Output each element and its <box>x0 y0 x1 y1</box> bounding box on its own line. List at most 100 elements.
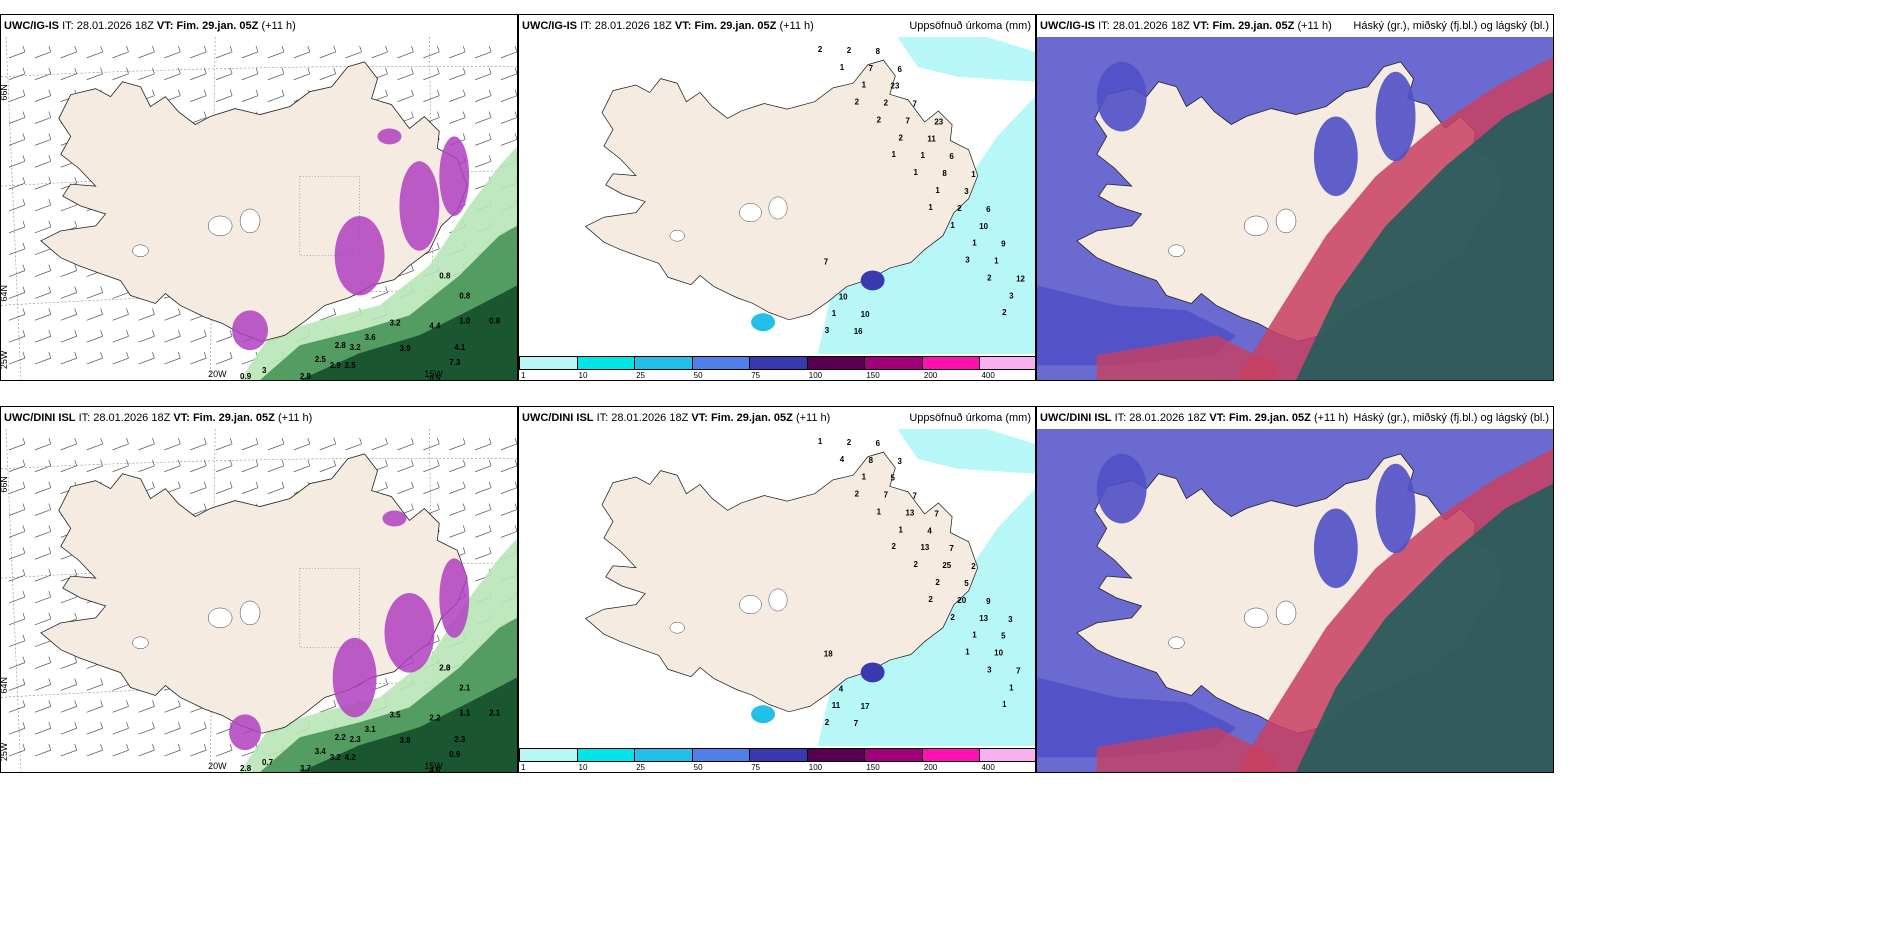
wind-barb <box>371 45 388 59</box>
precip-amount-label: 10 <box>839 292 848 301</box>
wind-barb <box>34 656 52 669</box>
colorbar-swatch <box>691 748 751 762</box>
wind-barb <box>138 45 155 59</box>
colorbar-tick: 75 <box>751 371 761 380</box>
wind-barb <box>423 481 440 494</box>
wind-map[interactable]: 0.8 0.8 1.0 0.8 4.4 4.1 3.2 3.6 3.9 2.8 3.2 2.5 2.9 2… <box>1 37 517 380</box>
colorbar-swatch <box>691 356 751 370</box>
wind-barb <box>371 437 388 451</box>
wind-barb <box>371 286 388 299</box>
colorbar-swatch <box>806 356 866 370</box>
wind-barb <box>423 459 440 473</box>
precip-value-label: 0.8 <box>439 272 451 281</box>
wind-barb <box>164 744 181 757</box>
cloud-map[interactable] <box>1037 37 1553 380</box>
wind-map[interactable]: 2.0 2.1 1.1 2.1 2.2 2.3 3.5 3.1 3.8 2.2 2.3 3.4 3.2 4… <box>1 429 517 772</box>
precip-amount-label: 1 <box>899 525 904 534</box>
mid-cloud-shade <box>1096 727 1277 772</box>
wind-barb <box>190 459 207 473</box>
wind-barb <box>475 67 492 81</box>
panel-title-right: Háský (gr.), miðský (fj.bl.) og lágský (… <box>1353 20 1549 32</box>
wind-barb <box>138 67 155 81</box>
wind-barb <box>8 459 26 473</box>
precip-map[interactable]: 2 2 1 1 3 2 1 2 1 1 2 3 1 2 1 1 3 2 2 1 2 1 1 7 7 8 10 12 16 23 11 3 9 10… <box>519 37 1035 354</box>
wind-barb <box>216 352 233 365</box>
precip-amount-label: 20 <box>957 596 966 605</box>
wind-barb <box>319 45 337 59</box>
wind-barb <box>397 459 414 473</box>
wind-barb <box>319 459 337 473</box>
snow-precip-blob <box>229 714 261 751</box>
wind-barb <box>267 45 285 59</box>
precip-map[interactable]: 1 2 2 2 1 1 4 1 2 2 3 2 1 1 2 1 1 2 7 13 20 10 11 8 13 25 13 7 7 5 4 5 5… <box>519 429 1035 746</box>
map-panel-wind-bottom: UWC/DINI ISL IT: 28.01.2026 18Z VT: Fim.… <box>0 406 518 773</box>
wind-barb <box>60 459 78 473</box>
wind-barb <box>60 308 78 321</box>
colorbar-tick: 200 <box>923 371 938 380</box>
wind-barb <box>86 45 103 59</box>
lat-label: 64N <box>1 677 9 693</box>
wind-barb <box>423 89 440 102</box>
wind-barb <box>397 67 414 81</box>
precip-amount-label: 7 <box>934 509 939 518</box>
precip-amount-label: 2 <box>847 46 852 55</box>
precip-amount-label: 1 <box>994 257 999 266</box>
iceland-coastline <box>584 451 979 713</box>
wind-barb <box>164 459 181 473</box>
precip-amount-label: 1 <box>928 203 933 212</box>
wind-barb <box>319 67 337 81</box>
glacier-outline <box>1275 600 1297 626</box>
precip-value-label: 0.5 <box>429 374 441 380</box>
wind-barb <box>164 437 181 451</box>
precip-value-label: 2.8 <box>335 341 347 350</box>
glacier-outline <box>132 636 149 649</box>
precip-value-label: 3.1 <box>365 725 377 734</box>
wind-barb <box>475 45 492 59</box>
wind-barb <box>8 330 26 343</box>
wind-barb <box>34 220 52 234</box>
wind-barb <box>112 352 129 365</box>
precip-amount-label: 3 <box>965 256 970 265</box>
wind-barb <box>8 177 26 190</box>
precip-amount-label: 18 <box>824 650 833 659</box>
wind-barb <box>8 722 26 735</box>
precip-amount-label: 23 <box>891 82 900 91</box>
precip-value-label: 2.8 <box>240 764 252 772</box>
precip-value-label: 0.8 <box>489 316 501 325</box>
precip-value-label: 3 <box>262 366 267 375</box>
precip-amount-label: 2 <box>884 99 889 108</box>
precip-amount-label: 4 <box>839 684 844 693</box>
colorbar-swatch <box>634 356 693 370</box>
colorbar-swatch <box>921 748 981 762</box>
precip-value-label: 1.1 <box>459 708 471 717</box>
colorbar-swatch <box>576 748 636 762</box>
wind-barb <box>449 67 466 81</box>
wind-barb <box>112 700 129 713</box>
precip-amount-label: 5 <box>1001 632 1006 641</box>
wind-barb <box>449 89 466 102</box>
precip-amount-label: 1 <box>892 150 897 159</box>
wind-barb <box>8 612 26 626</box>
wind-barb <box>60 352 78 365</box>
low-cloud-patch <box>1096 453 1147 524</box>
colorbar-tick: 400 <box>981 371 995 380</box>
precip-value-label: 0.8 <box>459 291 471 300</box>
precip-amount-label: 1 <box>972 631 977 640</box>
wind-barb <box>60 678 78 691</box>
precip-value-label: 0.9 <box>449 750 461 759</box>
glacier-outline <box>1243 215 1269 237</box>
snow-precip-blob <box>232 310 268 351</box>
lon-label: 15W <box>424 761 443 771</box>
wind-barb <box>86 286 103 299</box>
colorbar-tick: 1 <box>521 371 526 380</box>
precip-amount-label: 6 <box>986 205 991 214</box>
precip-amount-label: 3 <box>1008 615 1013 624</box>
wind-barb <box>34 177 52 190</box>
cloud-map[interactable] <box>1037 429 1553 772</box>
wind-barb <box>475 111 492 124</box>
wind-barb <box>8 678 26 691</box>
wind-barb <box>423 437 440 451</box>
wind-barb <box>293 67 311 81</box>
wind-barb <box>8 481 26 494</box>
precip-value-label: 7.3 <box>449 358 461 367</box>
